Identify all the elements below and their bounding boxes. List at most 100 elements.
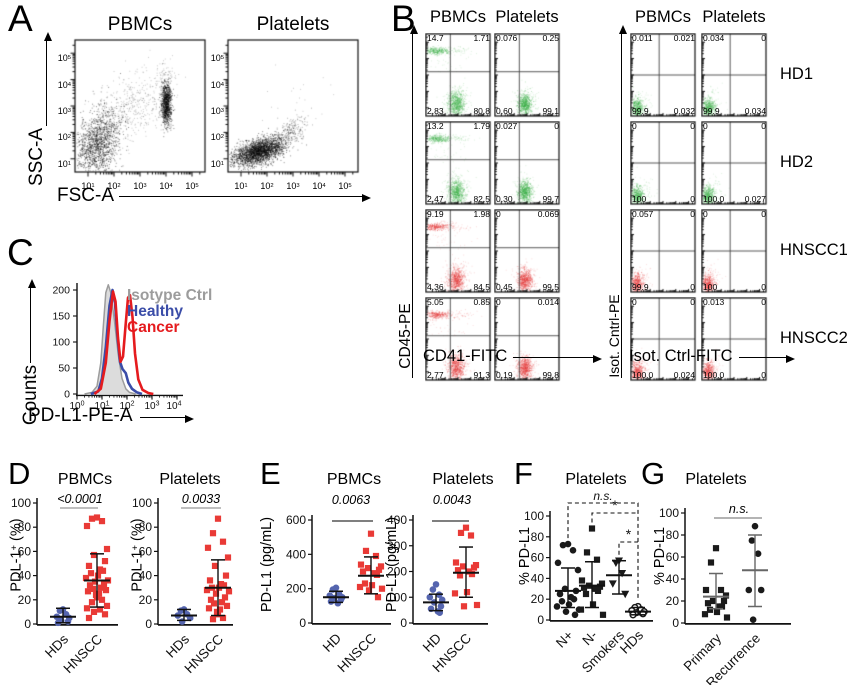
svg-text:N+: N+ [553,627,576,650]
svg-text:100: 100 [659,506,679,520]
flow-quadrant-plot-hnscc2-1: 5.05 0.85 2.77 91.3 [425,297,492,382]
a-xtick: 101 [81,181,95,191]
quadrant-value-ur: 0 [690,121,695,131]
svg-text:HNSCC: HNSCC [61,631,106,676]
quadrant-value-ul: 0.076 [496,33,518,43]
svg-text:40: 40 [139,569,153,583]
g-y-axis-label: % PD-L1 [652,526,668,586]
svg-text:0: 0 [537,613,544,627]
svg-text:0: 0 [672,616,679,630]
ssc-axis-label: SSC-A [26,127,47,187]
quadrant-value-ul: 0 [496,209,501,219]
panel-a-letter: A [8,0,33,39]
quadrant-value-lr: 80.8 [473,106,490,116]
svg-text:HD: HD [320,630,345,655]
cd45-pe-axis-label: CD45-PE [397,303,414,369]
a-ytick: 104 [57,80,71,90]
svg-text:600: 600 [286,513,306,527]
quadrant-value-lr: 0 [690,282,695,292]
quadrant-value-ll: 0.30 [496,194,513,204]
svg-text:103: 103 [144,401,159,413]
d1-ylabel-sup: + [8,545,19,551]
e2-y-axis-label: PD-L1 (pg/mL) [384,516,400,613]
quadrant-value-lr: 0.034 [744,106,766,116]
quadrant-value-lr: 0.024 [673,370,695,380]
cd41-fitc-axis-arrow [513,354,602,363]
svg-text:150: 150 [52,311,70,323]
e1-p-value: 0.0063 [331,493,371,507]
a-ytick: 102 [57,132,71,142]
quadrant-value-ul: 0 [703,121,708,131]
quadrant-value-ur: 0 [761,297,766,307]
quadrant-value-ll: 100 [703,282,718,292]
svg-text:200: 200 [387,565,407,579]
svg-text:20: 20 [139,593,153,607]
svg-text:0: 0 [400,616,407,630]
a-ytick: 105 [57,53,71,63]
svg-text:102: 102 [119,401,134,413]
quadrant-value-ul: 0 [632,121,637,131]
quadrant-value-ur: 0 [690,209,695,219]
quadrant-value-ur: 0.25 [542,33,559,43]
isot-ctrl-fitc-axis-arrow [739,354,795,363]
legend-healthy: Healthy [127,303,183,320]
quadrant-value-ll: 99.9 [632,282,649,292]
svg-text:HNSCC: HNSCC [335,630,380,675]
a-xtick: 105 [185,181,199,191]
svg-text:200: 200 [52,285,70,297]
quadrant-value-ll: 4.36 [427,282,444,292]
quadrant-value-ul: 0 [703,209,708,219]
d2-title: Platelets [159,471,221,488]
flow-quadrant-plot-hd2-3: 0 0 100 0 [630,121,697,206]
svg-text:80: 80 [531,530,545,544]
svg-text:HD: HD [420,630,445,655]
a-xtick: 104 [312,181,326,191]
quadrant-value-ll: 2.83 [427,106,444,116]
dot-plots-canvas: 020406080100HDsHNSCC020406080100HDsHNSCC… [11,489,791,685]
panel-a-platelets-title: Platelets [256,14,330,35]
d1-y-axis-label: PDL-1+ (%) [8,500,24,610]
svg-text:20: 20 [18,593,32,607]
quadrant-value-ul: 0.034 [703,33,725,43]
flow-quadrant-plot-hd2-1: 13.2 1.79 2.47 82.5 [425,121,492,206]
quadrant-value-ur: 0 [761,121,766,131]
row-label-hnscc2: HNSCC2 [780,329,848,347]
isot-cntrl-pe-axis-label: Isot. Cntrl-PE [606,294,622,378]
svg-text:100: 100 [52,337,70,349]
quadrant-value-ll: 0.60 [496,106,513,116]
quadrant-value-ll: 100.0 [632,370,654,380]
flow-quadrant-plot-hnscc1-1: 9.19 1.98 4.36 84.5 [425,209,492,294]
f-y-axis-label: % PD-L1 [517,526,533,586]
flow-quadrant-plot-hd2-4: 0 0 100.0 0.027 [701,121,768,206]
svg-text:80: 80 [666,528,680,542]
svg-text:300: 300 [387,539,407,553]
svg-text:100: 100 [11,496,31,510]
f-title: Platelets [565,471,627,488]
svg-text:20: 20 [666,594,680,608]
a-ytick: 101 [57,159,71,169]
svg-text:n.s.: n.s. [593,489,612,503]
quadrant-value-lr: 0 [761,370,766,380]
quadrant-value-lr: 99.5 [542,282,559,292]
svg-text:60: 60 [531,551,545,565]
panel-b-col-header-4: Platelets [702,8,766,26]
flow-quadrant-plot-hnscc1-4: 0 0 100 0 [701,209,768,294]
quadrant-value-ll: 2.77 [427,370,444,380]
svg-text:100: 100 [69,401,84,413]
a-ytick: 103 [57,106,71,116]
svg-text:80: 80 [139,520,153,534]
e2-title: Platelets [432,471,494,488]
flow-quadrant-plot-hnscc2-2: 0 0.014 0.19 99.8 [494,297,561,382]
e1-title: PBMCs [326,471,382,488]
flow-quadrant-plot-hd1-2: 0.076 0.25 0.60 99.1 [494,33,561,118]
d1-ylabel-post: (%) [8,518,25,545]
svg-text:60: 60 [18,544,32,558]
a-xtick: 101 [234,181,248,191]
quadrant-value-lr: 99.1 [542,106,559,116]
svg-text:200: 200 [286,582,306,596]
svg-text:400: 400 [387,513,407,527]
quadrant-value-ul: 0 [496,297,501,307]
panel-g-letter: G [641,456,666,491]
